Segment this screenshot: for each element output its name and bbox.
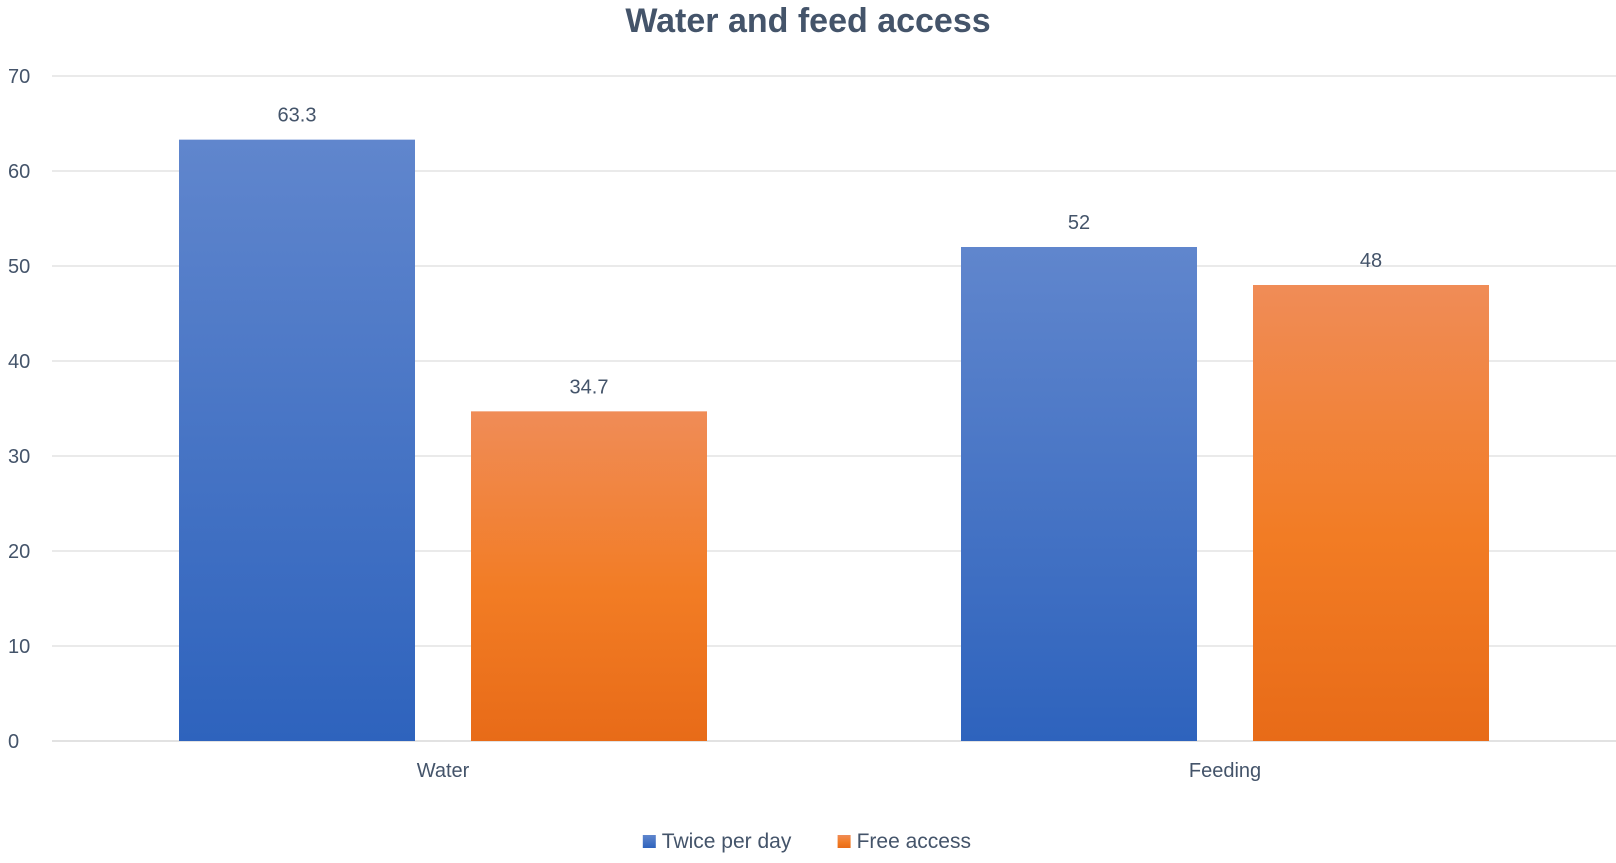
chart-title: Water and feed access: [625, 2, 990, 40]
x-axis-ticks: Water Feeding: [417, 760, 1261, 782]
data-label: 63.3: [278, 105, 317, 127]
y-tick-label: 60: [8, 161, 30, 183]
legend: Twice per day Free access: [642, 830, 971, 853]
legend-swatch: [642, 835, 656, 848]
legend-swatch: [837, 835, 851, 848]
x-tick-label: Feeding: [1189, 760, 1261, 782]
y-tick-label: 40: [8, 351, 30, 373]
y-tick-label: 70: [8, 66, 30, 88]
data-label: 48: [1360, 250, 1382, 272]
bar: [179, 139, 415, 741]
y-tick-label: 20: [8, 541, 30, 563]
bar: [471, 411, 707, 741]
legend-label: Free access: [857, 830, 971, 853]
y-tick-label: 30: [8, 446, 30, 468]
data-labels: 63.3 34.7 52 48: [278, 105, 1383, 399]
legend-label: Twice per day: [662, 830, 792, 853]
y-axis-ticks: 0 10 20 30 40 50 60 70: [8, 66, 30, 753]
bar: [1253, 285, 1489, 741]
data-label: 52: [1068, 212, 1090, 234]
y-tick-label: 10: [8, 636, 30, 658]
x-tick-label: Water: [417, 760, 470, 782]
bars: [179, 139, 1489, 741]
data-label: 34.7: [570, 376, 609, 398]
y-tick-label: 50: [8, 256, 30, 278]
y-tick-label: 0: [8, 731, 19, 753]
bar: [961, 247, 1197, 741]
